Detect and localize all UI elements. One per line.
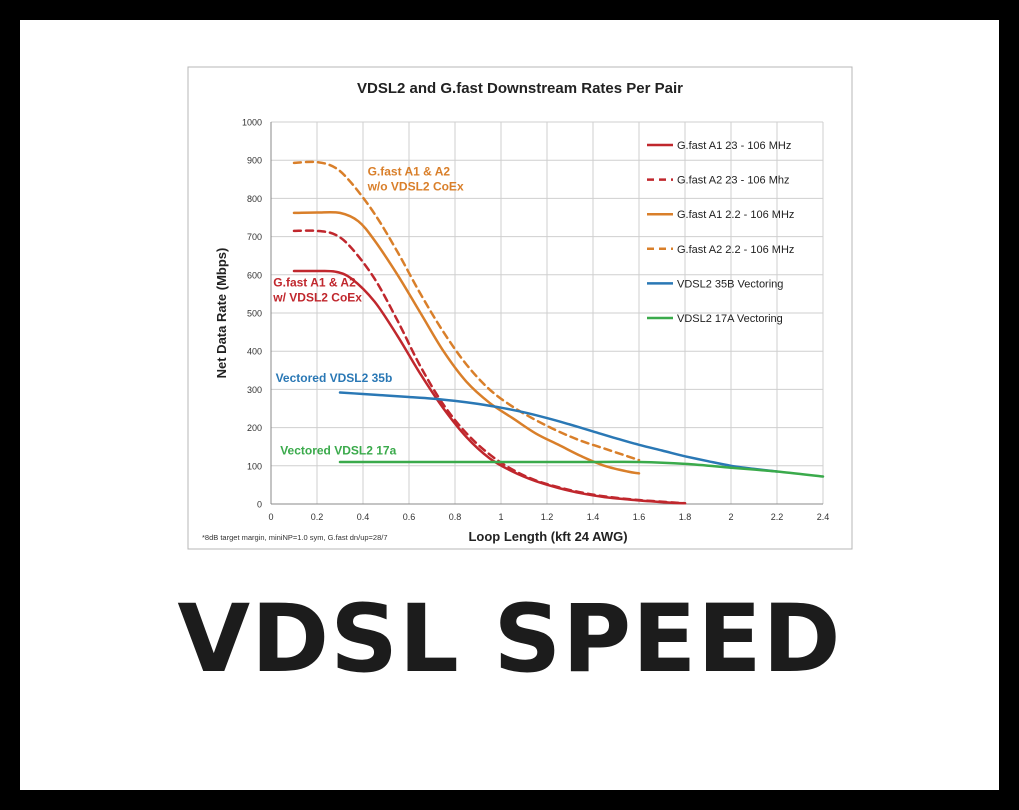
y-tick-label: 700 <box>247 232 262 242</box>
series-line-3 <box>292 160 641 462</box>
y-tick-label: 500 <box>247 309 262 319</box>
chart-footnote: *8dB target margin, miniNP=1.0 sym, G.fa… <box>202 533 388 542</box>
x-tick-label: 0 <box>268 512 273 522</box>
x-tick-label: 1.2 <box>541 512 554 522</box>
annotation-1: G.fast A1 & A2 <box>273 275 356 289</box>
legend-label-1: G.fast A2 23 - 106 Mhz <box>677 175 790 187</box>
annotation-3: Vectored VDSL2 17a <box>280 443 396 457</box>
x-tick-label: 0.6 <box>403 512 416 522</box>
y-axis-label: Net Data Rate (Mbps) <box>214 248 229 379</box>
annotation-1-line2: w/ VDSL2 CoEx <box>272 290 362 304</box>
x-tick-label: 0.8 <box>449 512 462 522</box>
y-tick-label: 200 <box>247 423 262 433</box>
series-line-4 <box>338 391 779 473</box>
x-tick-label: 0.2 <box>311 512 324 522</box>
annotation-2: Vectored VDSL2 35b <box>276 371 393 385</box>
series-line-2 <box>292 210 641 475</box>
y-tick-label: 100 <box>247 461 262 471</box>
legend-label-2: G.fast A1 2.2 - 106 MHz <box>677 209 794 221</box>
y-tick-label: 400 <box>247 347 262 357</box>
x-tick-label: 2 <box>728 512 733 522</box>
y-tick-label: 800 <box>247 194 262 204</box>
x-tick-label: 1.8 <box>679 512 692 522</box>
x-tick-label: 1 <box>498 512 503 522</box>
chart-title: VDSL2 and G.fast Downstream Rates Per Pa… <box>357 80 683 97</box>
series-line-5 <box>338 460 825 478</box>
y-tick-label: 900 <box>247 156 262 166</box>
x-tick-label: 2.4 <box>817 512 830 522</box>
annotation-0-line2: w/o VDSL2 CoEx <box>367 179 464 193</box>
y-tick-label: 600 <box>247 270 262 280</box>
y-tick-label: 1000 <box>242 118 262 128</box>
y-tick-label: 300 <box>247 385 262 395</box>
y-tick-label: 0 <box>257 500 262 510</box>
x-tick-label: 2.2 <box>771 512 784 522</box>
legend-label-0: G.fast A1 23 - 106 MHz <box>677 140 791 152</box>
x-tick-label: 1.4 <box>587 512 600 522</box>
legend-label-5: VDSL2 17A Vectoring <box>677 313 783 325</box>
x-tick-label: 0.4 <box>357 512 370 522</box>
x-axis-label: Loop Length (kft 24 AWG) <box>468 529 627 544</box>
legend-label-4: VDSL2 35B Vectoring <box>677 278 783 290</box>
banner-title: VDSL SPEED <box>177 585 842 694</box>
legend-label-3: G.fast A2 2.2 - 106 MHz <box>677 244 794 256</box>
x-tick-label: 1.6 <box>633 512 646 522</box>
series-line-1 <box>292 229 687 505</box>
annotation-0: G.fast A1 & A2 <box>368 164 451 178</box>
